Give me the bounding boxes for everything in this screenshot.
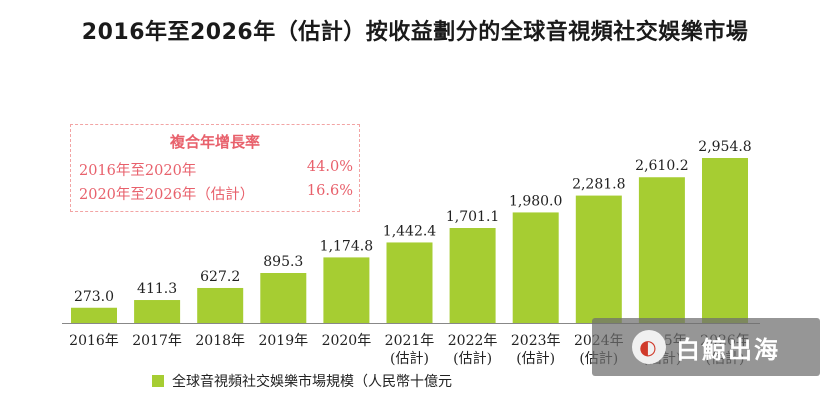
x-tick-label: 2020年 [322,333,372,349]
data-label: 1,701.1 [446,209,499,225]
x-tick-label: 2023年 [511,333,561,349]
cagr-value: 16.6% [306,183,353,199]
bar [449,228,496,323]
legend-swatch [152,375,164,387]
data-label: 411.3 [137,281,177,297]
legend-label: 全球音視頻社交娛樂市場規模（人民幣十億元 [172,374,452,390]
cagr-period-label: 2016年至2020年 [79,163,197,179]
data-label: 1,442.4 [383,223,437,239]
data-label: 1,980.0 [509,193,562,209]
x-tick-label: 2017年 [132,333,182,349]
x-tick-label: 2018年 [195,333,245,349]
bar [323,257,370,323]
x-tick-label: 2016年 [69,333,119,349]
bar [71,307,117,323]
x-tick-sublabel: (估計) [516,351,555,367]
bar [260,273,307,323]
cagr-box: 複合年增長率 2016年至2020年 44.0% 2020年至2026年（估計）… [70,124,360,212]
x-tick-sublabel: (估計) [390,351,429,367]
data-label: 2,954.8 [698,139,751,155]
x-tick-sublabel: (估計) [453,351,492,367]
x-tick-label: 2019年 [258,333,308,349]
data-label: 627.2 [200,269,240,285]
x-tick-label: 2021年 [385,333,435,349]
bar [702,158,748,323]
legend: 全球音視頻社交娛樂市場規模（人民幣十億元 [152,372,452,390]
bar [638,177,685,323]
bar [197,287,244,323]
bar [575,195,622,323]
data-label: 2,610.2 [635,158,688,174]
cagr-row: 2020年至2026年（估計） 16.6% [79,183,353,203]
bar [134,300,181,323]
chart-title: 2016年至2026年（估計）按收益劃分的全球音視頻社交娛樂市場 [81,20,749,45]
watermark: ◐ 白鯨出海 [592,318,820,376]
cagr-period-label: 2020年至2026年（估計） [79,187,255,203]
whale-logo-icon: ◐ [632,330,666,364]
cagr-row: 2016年至2020年 44.0% [79,159,353,179]
bar [512,212,559,323]
data-label: 895.3 [263,254,303,270]
data-label: 273.0 [74,289,114,305]
data-label: 2,281.8 [572,177,625,193]
watermark-text: 白鯨出海 [676,335,780,364]
cagr-value: 44.0% [306,159,353,175]
data-label: 1,174.8 [320,238,373,254]
cagr-heading: 複合年增長率 [169,133,260,151]
x-tick-label: 2022年 [448,333,498,349]
bar [386,242,433,323]
